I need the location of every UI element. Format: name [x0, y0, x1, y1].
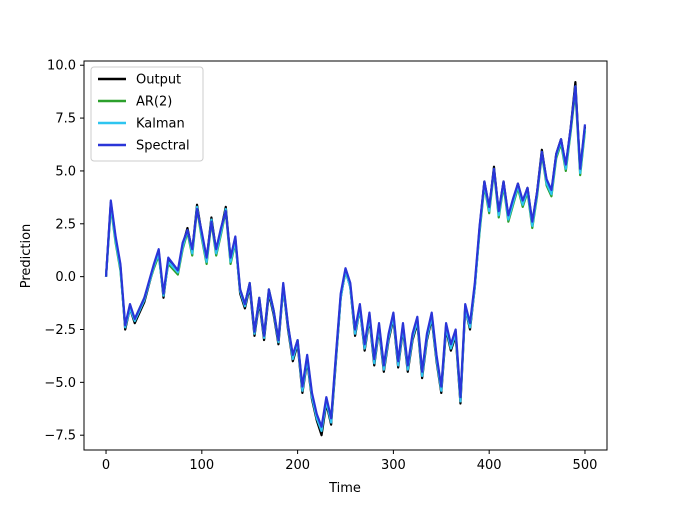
x-axis-label: Time	[328, 481, 361, 496]
series-layer	[104, 81, 587, 437]
legend-label: Spectral	[136, 139, 190, 154]
x-tick-label: 300	[381, 458, 406, 473]
plot-frame	[83, 60, 608, 451]
legend-label: Kalman	[136, 117, 185, 132]
legend-label: AR(2)	[136, 95, 172, 110]
y-tick-label: 0.0	[55, 270, 76, 285]
x-tick-label: 500	[573, 458, 598, 473]
x-tick-label: 100	[189, 458, 214, 473]
legend: Output AR(2) Kalman Spectral	[90, 66, 204, 162]
y-tick-label: 5.0	[55, 164, 76, 179]
y-tick-label: 2.5	[55, 217, 76, 232]
x-tick-label: 0	[102, 458, 110, 473]
legend-box	[90, 66, 204, 162]
x-tick-label: 400	[477, 458, 502, 473]
y-tick-label: 10.0	[47, 59, 76, 74]
y-tick-label: −5.0	[44, 376, 76, 391]
y-tick-label: −2.5	[44, 323, 76, 338]
y-tick-label: 7.5	[55, 112, 76, 127]
y-axis-label: Prediction	[19, 224, 34, 289]
x-tick-label: 200	[285, 458, 310, 473]
legend-label: Output	[136, 73, 181, 88]
y-axis: −7.5 −5.0 −2.5 0.0 2.5 5.0 7.5 10.0	[44, 59, 84, 444]
x-axis: 0 100 200 300 400 500	[102, 450, 597, 473]
y-tick-label: −7.5	[44, 429, 76, 444]
series-line-spectral	[104, 85, 587, 428]
